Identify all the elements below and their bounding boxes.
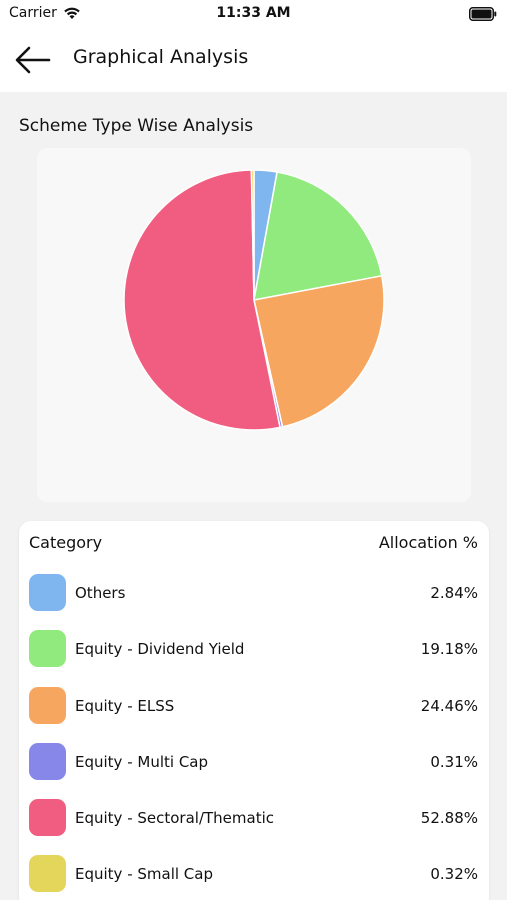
app-header: Graphical Analysis [0, 28, 507, 92]
row-allocation: 0.31% [430, 752, 478, 771]
status-time: 11:33 AM [216, 5, 291, 21]
table-header: Category Allocation % [19, 521, 489, 563]
column-header-allocation: Allocation % [378, 533, 478, 552]
row-allocation: 0.32% [430, 865, 478, 884]
table-row[interactable]: Equity - ELSS 24.46% [19, 678, 489, 734]
legend-swatch [29, 855, 66, 893]
arrow-left-icon [15, 46, 51, 74]
row-allocation: 52.88% [420, 809, 478, 828]
table-row[interactable]: Equity - Dividend Yield 19.18% [19, 621, 489, 677]
legend-swatch [29, 742, 66, 780]
status-carrier: Carrier [9, 5, 81, 21]
row-allocation: 24.46% [420, 696, 478, 715]
table-row[interactable]: Equity - Multi Cap 0.31% [19, 734, 489, 790]
wifi-icon [64, 7, 80, 19]
row-category: Equity - Sectoral/Thematic [75, 809, 275, 828]
section-title: Scheme Type Wise Analysis [19, 116, 254, 136]
pie-slice-equity-elss[interactable] [253, 275, 385, 428]
carrier-label: Carrier [9, 5, 57, 21]
row-allocation: 19.18% [420, 640, 478, 659]
status-bar: Carrier 11:33 AM [0, 0, 507, 28]
main-content[interactable]: Scheme Type Wise Analysis Category Alloc… [0, 92, 507, 900]
legend-swatch [29, 574, 66, 611]
battery-icon [469, 7, 497, 21]
row-allocation: 2.84% [430, 584, 478, 602]
pie-chart [123, 169, 385, 431]
row-category: Equity - Dividend Yield [75, 640, 245, 659]
pie-slice-equity-sectoral-thematic[interactable] [123, 169, 281, 431]
table-row[interactable]: Others 2.84% [19, 565, 489, 621]
back-button[interactable] [10, 40, 56, 80]
row-category: Others [75, 584, 126, 602]
legend-swatch [29, 630, 66, 668]
row-category: Equity - Multi Cap [75, 752, 209, 771]
table-row[interactable]: Equity - Small Cap 0.32% [19, 846, 489, 900]
table-rows: Others 2.84% Equity - Dividend Yield 19.… [19, 565, 489, 900]
legend-swatch [29, 799, 66, 837]
legend-swatch [29, 686, 66, 724]
pie-slice-equity-dividend-yield[interactable] [253, 171, 383, 301]
page-title: Graphical Analysis [73, 46, 249, 68]
table-row[interactable]: Equity - Sectoral/Thematic 52.88% [19, 790, 489, 846]
row-category: Equity - Small Cap [75, 865, 213, 884]
allocation-table: Category Allocation % Others 2.84% Equit… [19, 521, 489, 900]
pie-chart-card [37, 148, 471, 502]
row-category: Equity - ELSS [75, 696, 175, 715]
column-header-category: Category [29, 533, 103, 552]
pie-slice-equity-small-cap[interactable] [250, 169, 255, 301]
